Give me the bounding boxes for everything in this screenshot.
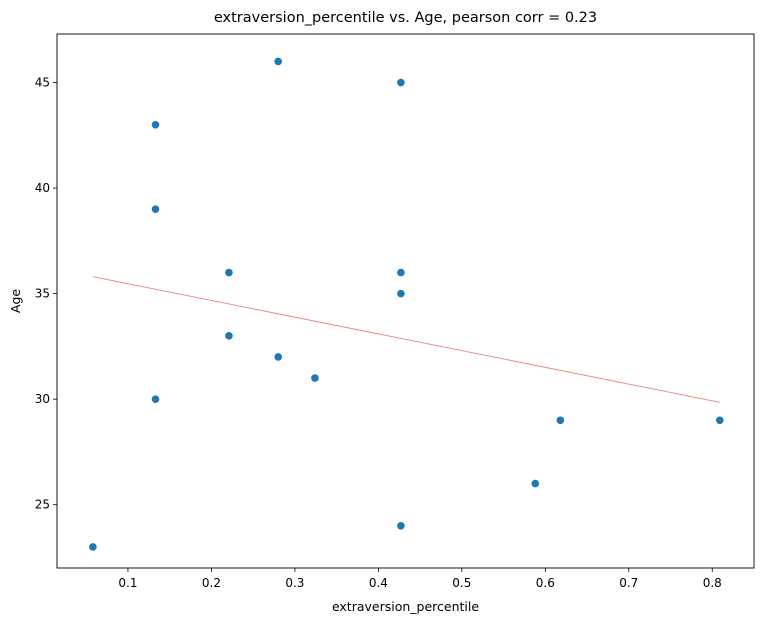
x-tick-label: 0.3 (285, 576, 304, 590)
y-axis-label: Age (8, 289, 23, 313)
x-tick-label: 0.8 (703, 576, 722, 590)
data-point (151, 120, 160, 129)
x-tick-label: 0.5 (452, 576, 471, 590)
data-point (151, 395, 160, 403)
data-point (311, 374, 319, 382)
data-point (531, 479, 540, 488)
data-point (151, 205, 160, 213)
trend-line (92, 276, 720, 403)
y-tick-label: 30 (35, 392, 50, 406)
data-point (89, 543, 97, 551)
x-tick-label: 0.6 (536, 576, 555, 590)
data-point (715, 416, 724, 425)
data-point (225, 332, 233, 340)
data-point (397, 268, 405, 277)
x-axis-ticks: 0.1 0.2 0.3 0.4 0.5 0.6 0.7 0.8 (118, 568, 722, 590)
data-point (397, 78, 405, 87)
y-axis-ticks: 25 30 35 40 45 (35, 76, 57, 512)
trend-line-layer (92, 276, 720, 403)
data-point (397, 521, 405, 530)
y-tick-label: 45 (35, 76, 50, 90)
data-points (89, 57, 724, 551)
data-point (274, 353, 283, 361)
x-tick-label: 0.7 (619, 576, 638, 590)
y-tick-label: 40 (35, 181, 50, 195)
y-tick-label: 35 (35, 287, 50, 301)
x-tick-label: 0.2 (202, 576, 221, 590)
data-point (397, 289, 405, 298)
plot-frame (56, 33, 755, 569)
x-tick-label: 0.1 (118, 576, 137, 590)
data-point (556, 416, 565, 425)
x-axis-label: extraversion_percentile (332, 599, 479, 614)
chart-title: extraversion_percentile vs. Age, pearson… (214, 10, 597, 26)
y-tick-label: 25 (35, 498, 50, 512)
x-tick-label: 0.4 (369, 576, 388, 590)
data-point (225, 268, 233, 277)
data-point (274, 57, 283, 66)
